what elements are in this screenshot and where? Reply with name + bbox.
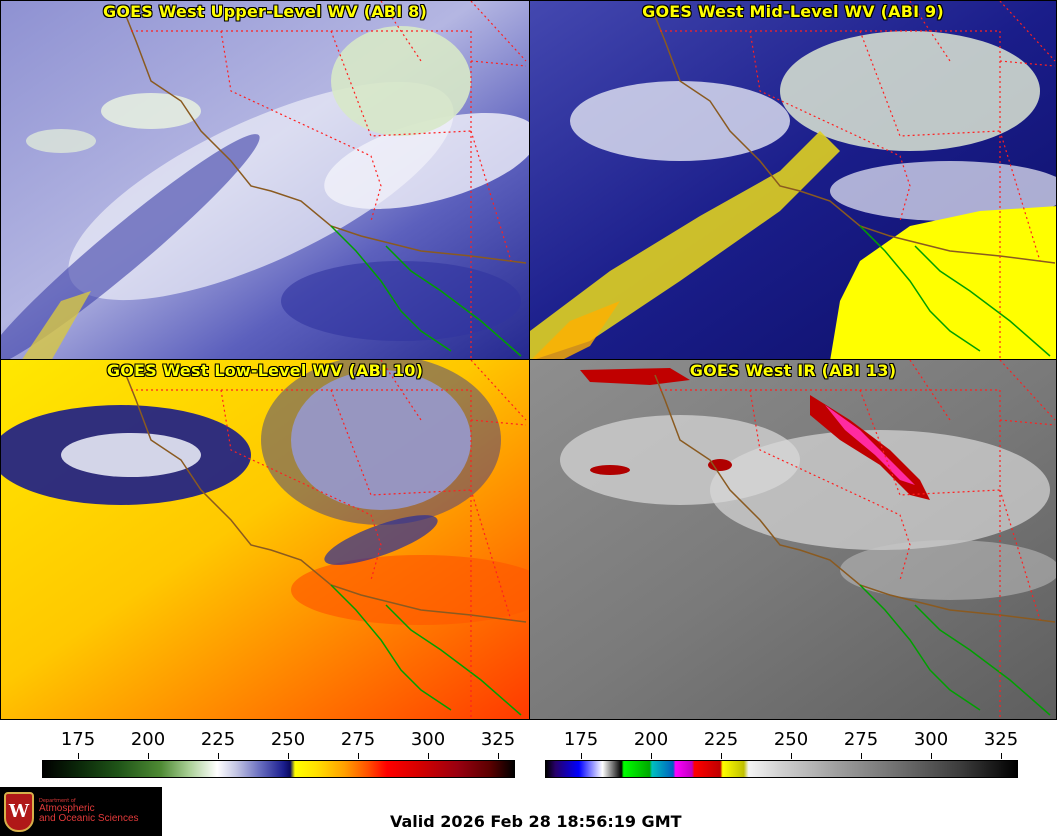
low-level-wv-panel: GOES West Low-Level WV (ABI 10) xyxy=(0,359,530,720)
tick-label: 200 xyxy=(633,729,669,750)
tick-label: 275 xyxy=(340,729,376,750)
ir-panel: GOES West IR (ABI 13) xyxy=(529,359,1057,720)
tick-label: 225 xyxy=(200,729,236,750)
ir-colorbar: 175 200 225 250 275 300 325 xyxy=(545,727,1018,779)
tick-label: 300 xyxy=(913,729,949,750)
tick-mark xyxy=(581,753,582,759)
tick-mark xyxy=(931,753,932,759)
tick-mark xyxy=(861,753,862,759)
panel-title: GOES West IR (ABI 13) xyxy=(689,361,897,380)
tick-label: 175 xyxy=(563,729,599,750)
wv-colorbar-strip xyxy=(42,760,515,778)
valid-time: Valid 2026 Feb 28 18:56:19 GMT xyxy=(390,812,682,831)
upper-level-wv-panel: GOES West Upper-Level WV (ABI 8) xyxy=(0,0,530,360)
tick-mark xyxy=(148,753,149,759)
logo-line2: and Oceanic Sciences xyxy=(39,813,139,824)
uw-crest-icon: W xyxy=(4,791,34,832)
logo-line1: Atmospheric xyxy=(39,803,95,814)
tick-mark xyxy=(358,753,359,759)
tick-label: 325 xyxy=(480,729,516,750)
tick-mark xyxy=(1001,753,1002,759)
tick-mark xyxy=(288,753,289,759)
tick-mark xyxy=(721,753,722,759)
low-level-wv-image xyxy=(1,360,529,719)
aos-logo: W Department of Atmospheric and Oceanic … xyxy=(0,787,162,836)
ir-colorbar-strip xyxy=(545,760,1018,778)
tick-mark xyxy=(218,753,219,759)
tick-mark xyxy=(498,753,499,759)
tick-label: 300 xyxy=(410,729,446,750)
panel-title: GOES West Low-Level WV (ABI 10) xyxy=(106,361,424,380)
tick-label: 250 xyxy=(773,729,809,750)
tick-mark xyxy=(651,753,652,759)
logo-dept: Department of xyxy=(39,798,76,804)
tick-label: 200 xyxy=(130,729,166,750)
panel-title: GOES West Mid-Level WV (ABI 9) xyxy=(642,2,944,21)
tick-label: 175 xyxy=(60,729,96,750)
wv-colorbar: 175 200 225 250 275 300 325 xyxy=(42,727,515,779)
wv-colorbar-ticks: 175 200 225 250 275 300 325 xyxy=(42,727,515,761)
panel-title: GOES West Upper-Level WV (ABI 8) xyxy=(103,2,427,21)
ir-image xyxy=(530,360,1056,719)
mid-level-wv-image xyxy=(530,1,1056,359)
tick-label: 325 xyxy=(983,729,1019,750)
logo-text: Department of Atmospheric and Oceanic Sc… xyxy=(39,799,139,824)
upper-level-wv-image xyxy=(1,1,529,359)
tick-label: 275 xyxy=(843,729,879,750)
tick-label: 225 xyxy=(703,729,739,750)
tick-label: 250 xyxy=(270,729,306,750)
tick-mark xyxy=(78,753,79,759)
mid-level-wv-panel: GOES West Mid-Level WV (ABI 9) xyxy=(529,0,1057,360)
tick-mark xyxy=(791,753,792,759)
tick-mark xyxy=(428,753,429,759)
ir-colorbar-ticks: 175 200 225 250 275 300 325 xyxy=(545,727,1018,761)
